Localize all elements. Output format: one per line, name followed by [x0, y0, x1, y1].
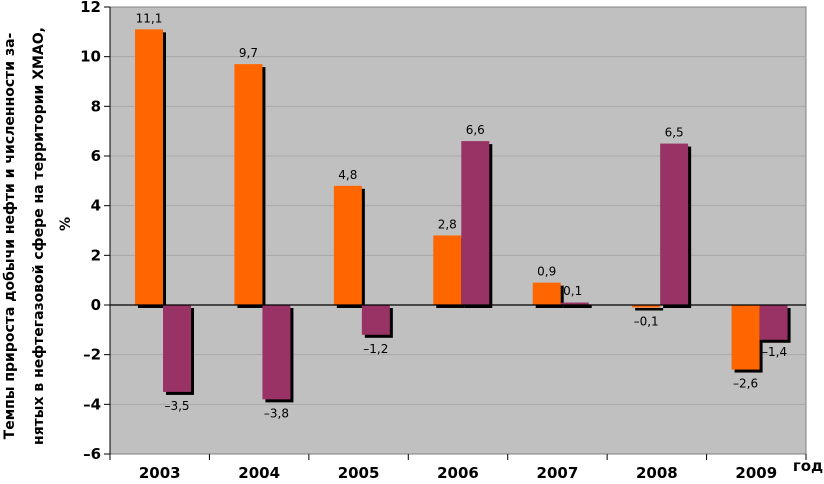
bar: [234, 64, 263, 305]
y-tick-label: 4: [91, 197, 101, 215]
y-tick-label: 12: [80, 0, 101, 16]
bar: [163, 305, 191, 392]
y-tick-label: 10: [80, 48, 101, 66]
bar: [731, 305, 760, 370]
data-label: 2,8: [438, 217, 457, 231]
bar: [461, 141, 490, 305]
bar: [632, 305, 661, 308]
x-tick-label: 2005: [338, 464, 380, 482]
y-tick-label: 8: [91, 97, 101, 115]
data-label: –3,8: [264, 406, 289, 420]
data-label: 11,1: [136, 11, 163, 25]
bar: [262, 305, 291, 400]
bar-shadow: [635, 308, 664, 311]
data-label: 0,9: [537, 265, 556, 279]
bar: [361, 305, 390, 335]
x-tick-label: 2008: [636, 464, 678, 482]
bar: [560, 302, 589, 305]
x-tick-label: 2007: [537, 464, 579, 482]
axes: 12 10 8 6 4 2 0 –2 –4 –6 2003 2004 2005 2006 2007 2008 2…: [80, 0, 807, 482]
data-label: 9,7: [239, 46, 258, 60]
bars: [135, 29, 791, 403]
data-label: –1,2: [363, 342, 388, 356]
x-tick-label: 2009: [735, 464, 777, 482]
y-tick-label: –2: [83, 346, 101, 364]
y-tick-label: 0: [91, 296, 101, 314]
y-axis-title-line-2: нятых в нефтегазовой сфере на территории…: [31, 27, 47, 445]
bar: [433, 235, 462, 305]
bar: [532, 282, 561, 305]
bar: [660, 143, 689, 305]
data-label: 6,5: [665, 126, 684, 140]
data-label: –2,6: [733, 377, 758, 391]
bar-shadow: [563, 305, 592, 308]
x-tick-label: 2003: [139, 464, 181, 482]
data-label: 6,6: [466, 123, 485, 137]
y-axis-title-unit: %: [58, 217, 74, 231]
plot-area: [109, 6, 807, 455]
x-tick-label: 2006: [437, 464, 479, 482]
y-tick-label: 2: [91, 246, 101, 264]
x-axis-title: год: [793, 457, 823, 475]
y-tick-label: –4: [83, 395, 101, 413]
x-tick-label: 2004: [238, 464, 280, 482]
data-label: –1,4: [762, 345, 787, 359]
y-tick-label: 6: [91, 147, 101, 165]
bar: [759, 305, 788, 340]
y-tick-label: –6: [83, 445, 101, 463]
plot-background: [109, 6, 807, 455]
data-label: 4,8: [338, 168, 357, 182]
bar: [135, 29, 163, 305]
data-labels: 11,1 9,7 4,8 2,8 0,9 –0,1 –2,6 –3,5 –3,8 –1,2 6,6 0…: [136, 11, 787, 420]
y-axis-title-line-1: Темпы прироста добычи нефти и численност…: [2, 32, 18, 439]
data-label: –0,1: [634, 314, 659, 328]
data-label: 0,1: [563, 284, 582, 298]
bar: [333, 185, 362, 305]
data-label: –3,5: [164, 399, 189, 413]
